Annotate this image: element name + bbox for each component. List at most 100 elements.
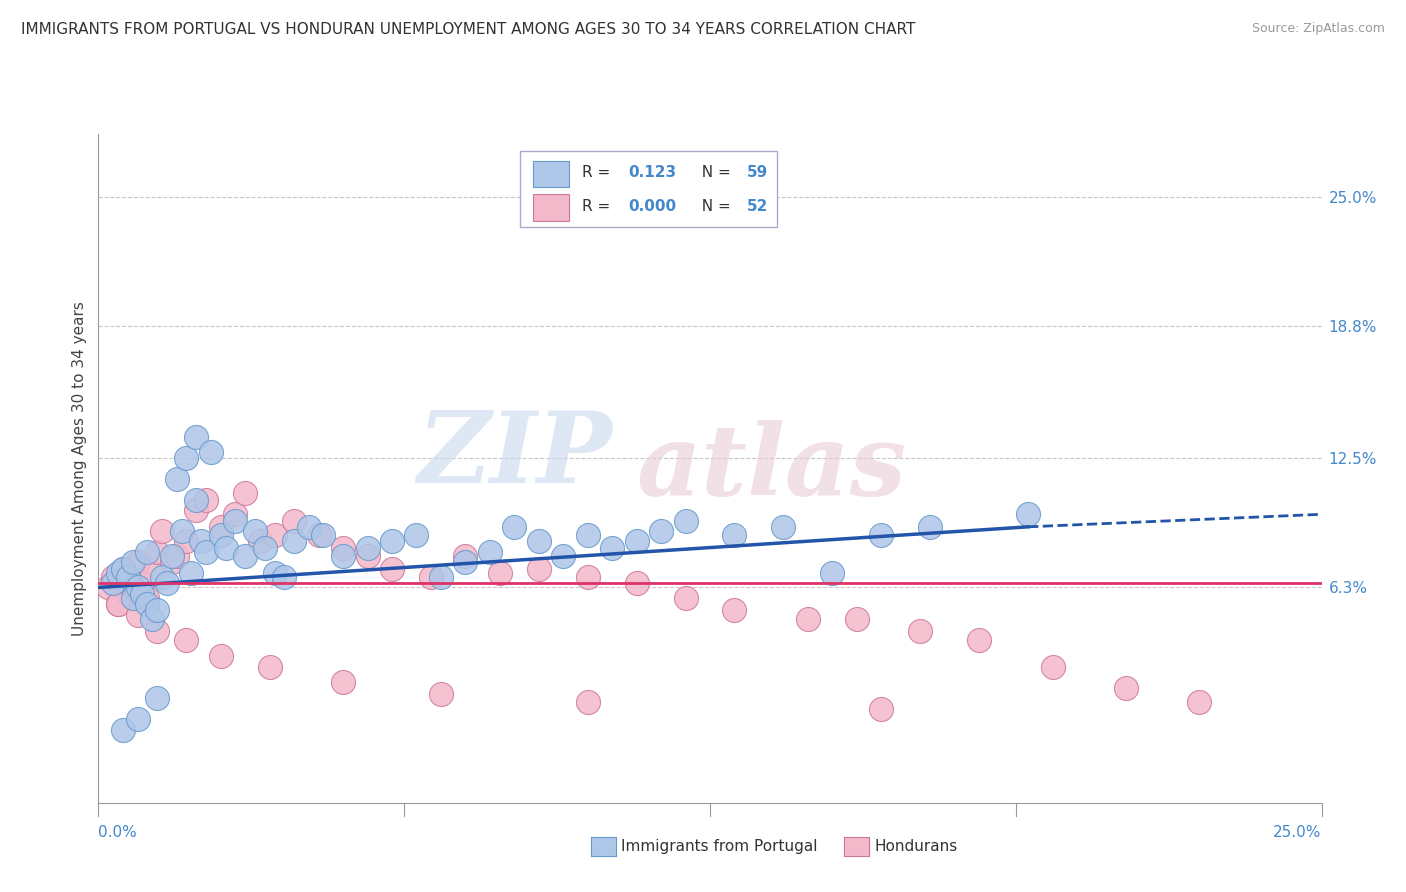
Point [146, 545, 169, 559]
Point [1017, 508, 1039, 522]
Point [576, 696, 599, 710]
Point [430, 570, 453, 584]
Point [576, 570, 599, 584]
Point [488, 566, 510, 580]
Point [332, 549, 354, 563]
Point [146, 691, 169, 706]
Point [772, 520, 794, 534]
Text: 59: 59 [747, 165, 768, 180]
Point [200, 444, 222, 458]
Point [170, 524, 193, 538]
Y-axis label: Unemployment Among Ages 30 to 34 years: Unemployment Among Ages 30 to 34 years [72, 301, 87, 636]
Point [332, 541, 354, 555]
Point [967, 632, 990, 647]
Point [97, 581, 120, 595]
Point [150, 570, 173, 584]
Point [176, 534, 198, 549]
Point [176, 450, 198, 465]
Point [209, 520, 232, 534]
Point [576, 528, 599, 542]
Point [527, 534, 550, 549]
Point [1042, 660, 1064, 674]
Point [259, 660, 281, 674]
Text: atlas: atlas [637, 420, 907, 516]
Point [131, 587, 153, 601]
Point [308, 528, 330, 542]
Point [224, 514, 246, 528]
Point [111, 723, 134, 737]
Point [478, 545, 501, 559]
Point [224, 508, 246, 522]
Point [195, 492, 218, 507]
Point [870, 702, 893, 716]
Point [117, 587, 139, 601]
Text: 0.123: 0.123 [628, 165, 676, 180]
Point [146, 624, 169, 639]
Point [101, 576, 124, 591]
Point [626, 576, 648, 591]
Point [160, 549, 183, 563]
Point [263, 566, 285, 580]
Point [233, 549, 256, 563]
Point [121, 591, 143, 605]
Point [160, 555, 183, 569]
Point [454, 549, 477, 563]
Point [454, 555, 477, 569]
Point [273, 570, 295, 584]
Point [121, 555, 143, 569]
Point [166, 472, 188, 486]
Point [332, 674, 354, 689]
Point [312, 528, 335, 542]
Point [1115, 681, 1137, 695]
Point [136, 597, 159, 611]
Point [797, 612, 820, 626]
Point [503, 520, 526, 534]
Text: Hondurans: Hondurans [875, 839, 957, 854]
Point [233, 486, 256, 500]
Bar [533, 161, 569, 187]
Text: 0.0%: 0.0% [98, 825, 138, 840]
Point [249, 534, 271, 549]
Point [405, 528, 427, 542]
Point [845, 612, 868, 626]
Point [146, 603, 169, 617]
Text: 52: 52 [747, 199, 768, 213]
Text: R =: R = [582, 165, 614, 180]
Point [117, 570, 139, 584]
Point [127, 581, 149, 595]
Point [253, 541, 276, 555]
Point [263, 528, 285, 542]
Text: 0.000: 0.000 [628, 199, 676, 213]
Point [141, 566, 163, 580]
Point [1188, 696, 1211, 710]
Point [527, 562, 550, 576]
Point [127, 712, 149, 726]
Point [190, 534, 212, 549]
Point [127, 555, 149, 569]
Point [675, 514, 697, 528]
Point [910, 624, 932, 639]
Point [723, 603, 745, 617]
Point [626, 534, 648, 549]
Point [156, 576, 179, 591]
Point [283, 514, 305, 528]
Point [870, 528, 893, 542]
Point [131, 576, 153, 591]
Point [107, 566, 129, 580]
Point [381, 562, 404, 576]
Text: R =: R = [582, 199, 614, 213]
Point [298, 520, 321, 534]
Point [600, 541, 623, 555]
Point [381, 534, 404, 549]
Point [186, 503, 208, 517]
Point [283, 534, 305, 549]
Text: IMMIGRANTS FROM PORTUGAL VS HONDURAN UNEMPLOYMENT AMONG AGES 30 TO 34 YEARS CORR: IMMIGRANTS FROM PORTUGAL VS HONDURAN UNE… [21, 22, 915, 37]
Point [650, 524, 672, 538]
Point [723, 528, 745, 542]
Point [136, 545, 159, 559]
Point [166, 549, 188, 563]
Point [121, 591, 143, 605]
Point [920, 520, 942, 534]
Point [209, 649, 232, 664]
Point [195, 545, 218, 559]
